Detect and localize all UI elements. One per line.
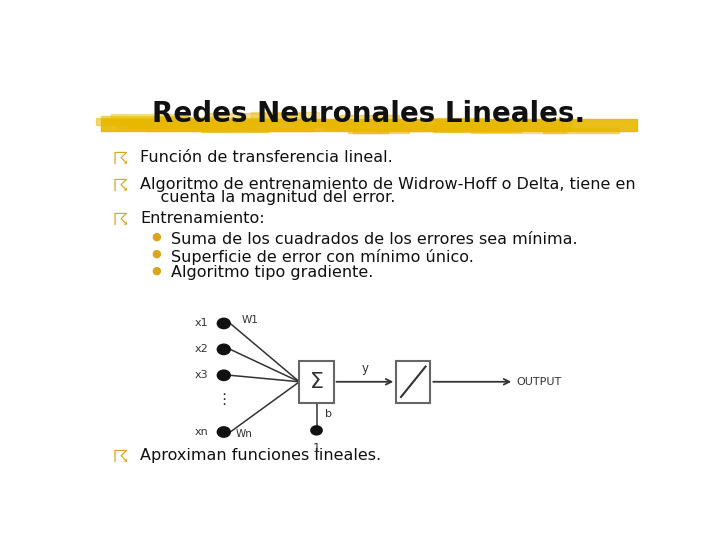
Circle shape: [217, 427, 230, 437]
Text: ☈: ☈: [112, 177, 128, 195]
Bar: [251, 112, 320, 122]
Bar: [522, 119, 561, 128]
Bar: [101, 119, 636, 131]
Bar: [294, 119, 349, 126]
Bar: [502, 120, 572, 123]
Bar: [490, 124, 523, 130]
Bar: [312, 120, 339, 127]
Text: Suma de los cuadrados de los errores sea mínima.: Suma de los cuadrados de los errores sea…: [171, 232, 577, 247]
Bar: [128, 118, 179, 123]
Text: $\Sigma$: $\Sigma$: [309, 372, 324, 392]
Bar: [471, 124, 567, 133]
Text: ●: ●: [151, 232, 161, 242]
Text: ⋮: ⋮: [216, 392, 231, 407]
Text: Aproximan funciones lineales.: Aproximan funciones lineales.: [140, 448, 382, 463]
Bar: [354, 129, 388, 133]
Text: Superficie de error con mínimo único.: Superficie de error con mínimo único.: [171, 248, 474, 265]
Text: Entrenamiento:: Entrenamiento:: [140, 211, 265, 226]
Text: cuenta la magnitud del error.: cuenta la magnitud del error.: [140, 191, 395, 205]
Bar: [346, 120, 393, 124]
Text: ●: ●: [151, 248, 161, 259]
Bar: [341, 114, 399, 124]
Text: b: b: [325, 409, 333, 420]
Bar: [330, 122, 426, 129]
Text: x2: x2: [194, 345, 209, 354]
Text: Redes Neuronales Lineales.: Redes Neuronales Lineales.: [153, 100, 585, 128]
Text: Algoritmo de entrenamiento de Widrow-Hoff o Delta, tiene en: Algoritmo de entrenamiento de Widrow-Hof…: [140, 177, 636, 192]
Bar: [145, 125, 197, 131]
Bar: [112, 114, 175, 124]
Text: W1: W1: [242, 315, 258, 325]
Bar: [348, 129, 410, 133]
Bar: [437, 122, 523, 124]
Text: ☈: ☈: [112, 150, 128, 168]
Bar: [433, 124, 521, 132]
Bar: [192, 123, 252, 129]
Text: Wn: Wn: [236, 429, 253, 438]
Text: ☈: ☈: [112, 448, 128, 466]
Text: ●: ●: [151, 265, 161, 275]
Bar: [201, 123, 268, 132]
Bar: [225, 119, 257, 122]
Bar: [377, 124, 474, 131]
Bar: [96, 118, 126, 125]
Bar: [414, 126, 499, 129]
Bar: [537, 124, 570, 131]
Circle shape: [217, 370, 230, 381]
Bar: [101, 116, 188, 122]
Bar: [107, 119, 170, 125]
Bar: [488, 123, 571, 130]
Text: x3: x3: [195, 370, 208, 380]
Text: Algoritmo tipo gradiente.: Algoritmo tipo gradiente.: [171, 265, 373, 280]
Bar: [300, 361, 333, 403]
Bar: [433, 118, 487, 122]
Text: x1: x1: [195, 319, 208, 328]
Circle shape: [217, 344, 230, 355]
Bar: [323, 125, 356, 130]
Bar: [544, 129, 619, 133]
Circle shape: [217, 318, 230, 329]
Bar: [396, 361, 431, 403]
Bar: [173, 120, 228, 128]
Bar: [308, 120, 358, 125]
Circle shape: [311, 426, 322, 435]
Bar: [206, 113, 304, 122]
Text: ☈: ☈: [112, 211, 128, 229]
Bar: [175, 118, 266, 122]
Bar: [129, 125, 179, 129]
Bar: [262, 122, 314, 131]
Text: 1: 1: [312, 442, 320, 455]
Bar: [158, 117, 221, 124]
Bar: [131, 120, 215, 128]
Text: OUTPUT: OUTPUT: [516, 377, 562, 387]
Text: y: y: [361, 362, 369, 375]
Bar: [318, 121, 403, 125]
Text: Función de transferencia lineal.: Función de transferencia lineal.: [140, 150, 393, 165]
Bar: [117, 126, 140, 129]
Text: xn: xn: [194, 427, 209, 437]
